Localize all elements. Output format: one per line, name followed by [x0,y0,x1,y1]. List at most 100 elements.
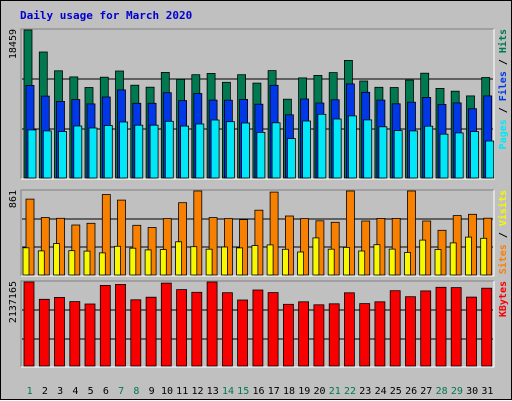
bar-sites-day-12 [193,190,203,276]
bar-pages-day-28 [439,133,449,179]
x-label-day-25: 25 [390,386,402,397]
bar-kbytes-day-27 [420,290,432,367]
legend-part-hits-files-pages-3: / [498,53,509,71]
legend-part-sites-visits-1: / [498,226,509,244]
bar-visits-day-17 [266,244,274,276]
x-label-day-9: 9 [149,386,155,397]
x-label-day-28: 28 [436,386,448,397]
legend-part-sites-visits-2: Visits [497,190,509,226]
bar-kbytes-day-20 [313,304,325,367]
x-label-day-6: 6 [103,386,109,397]
bar-sites-day-21 [330,221,340,276]
bar-pages-day-15 [241,122,251,179]
x-label-day-2: 2 [42,386,48,397]
bar-pages-day-11 [180,125,190,179]
bar-pages-day-7 [119,121,128,179]
bar-visits-day-2 [37,250,45,276]
bar-sites-day-22 [345,190,355,276]
bar-visits-day-25 [388,248,396,276]
bar-kbytes-day-22 [343,292,355,367]
bar-visits-day-4 [68,250,76,276]
legend-kbytes: KBytes [498,281,509,317]
x-label-day-26: 26 [405,386,417,397]
bar-visits-day-27 [419,239,427,276]
bar-sites-day-16 [254,209,264,276]
ymax-label-sites-visits: 861 [8,190,19,208]
bar-visits-day-15 [236,247,244,276]
panel-hits-files-pages-highlight [21,29,495,180]
x-label-day-10: 10 [161,386,173,397]
bar-kbytes-day-10 [160,282,172,367]
legend-part-kbytes-0: KBytes [498,281,509,317]
bar-pages-day-18 [286,138,296,179]
bar-kbytes-day-8 [130,299,142,367]
bar-pages-day-26 [409,130,418,179]
bar-visits-day-22 [342,246,350,276]
bar-pages-day-6 [103,125,113,179]
bar-pages-day-19 [302,120,312,179]
legend-sites-visits: Sites / Visits [497,190,509,274]
bar-kbytes-day-12 [191,291,203,367]
bar-pages-day-3 [58,131,67,179]
bar-kbytes-day-30 [466,296,477,367]
chart-title: Daily usage for March 2020 [20,9,193,22]
panel-sites-visits-highlight [21,190,495,277]
bar-visits-day-6 [98,252,106,276]
x-label-day-3: 3 [57,386,63,397]
bar-kbytes-day-14 [221,292,233,367]
x-label-day-14: 14 [222,386,234,397]
bar-kbytes-day-17 [267,292,279,367]
bar-sites-day-4 [71,224,81,276]
bar-pages-day-17 [271,122,281,179]
bar-kbytes-day-7 [115,283,126,367]
bar-kbytes-day-23 [359,303,371,367]
bar-kbytes-day-16 [252,289,264,367]
bar-pages-day-12 [195,123,205,179]
x-label-day-21: 21 [329,386,341,397]
bar-visits-day-19 [297,251,305,276]
bar-sites-day-25 [391,217,401,276]
bar-sites-day-18 [284,215,294,276]
x-label-day-15: 15 [237,386,249,397]
bar-kbytes-day-26 [405,296,416,367]
bar-visits-day-8 [129,247,137,276]
bar-pages-day-8 [134,124,144,179]
bar-kbytes-day-11 [176,289,188,367]
panel-kbytes-highlight [21,281,495,368]
bar-sites-day-7 [117,199,126,276]
bar-visits-day-9 [144,249,152,276]
bar-pages-day-27 [424,125,434,179]
bar-visits-day-1 [22,247,30,276]
bar-pages-day-2 [42,130,52,179]
legend-hits-files-pages: Pages / Files / Hits [497,29,509,149]
bar-visits-day-21 [327,248,335,276]
bar-pages-day-31 [485,140,495,179]
ymax-label-hits-files-pages: 18459 [8,29,19,59]
bar-pages-day-29 [454,132,464,179]
bar-visits-day-7 [114,245,121,276]
bar-pages-day-24 [378,126,388,179]
bar-visits-day-5 [83,250,91,276]
bar-sites-day-2 [40,217,50,276]
legend-part-hits-files-pages-1: / [498,101,509,119]
x-label-day-24: 24 [375,386,387,397]
bar-visits-day-12 [190,246,198,276]
bar-kbytes-day-18 [282,303,294,367]
bar-visits-day-10 [159,249,167,276]
bar-visits-day-3 [53,243,60,276]
bar-kbytes-day-2 [38,298,50,367]
bar-pages-day-30 [470,131,479,179]
bar-visits-day-26 [404,252,411,276]
bar-kbytes-day-28 [435,286,447,367]
bar-sites-day-10 [162,218,172,276]
x-label-day-1: 1 [27,386,33,397]
bar-pages-day-23 [363,119,373,179]
bar-sites-day-23 [361,220,371,276]
x-label-day-17: 17 [268,386,280,397]
legend-part-hits-files-pages-2: Files [497,71,509,101]
bar-visits-day-11 [175,241,183,276]
bar-kbytes-day-5 [84,303,96,367]
bar-visits-day-13 [205,248,213,276]
x-label-day-20: 20 [313,386,325,397]
